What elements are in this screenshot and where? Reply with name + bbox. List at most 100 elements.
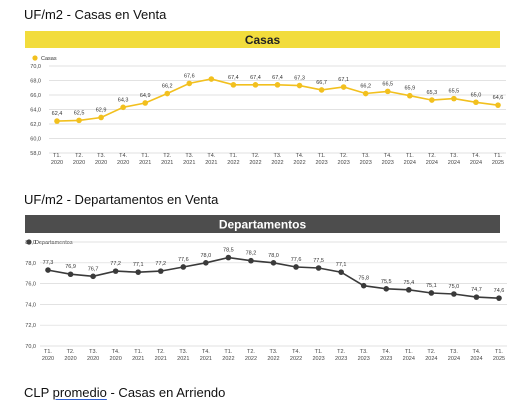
data-label: 75,0 [449,284,460,290]
x-tick-label: 2021 [161,160,173,164]
x-tick-label: T4. [472,153,480,159]
x-tick-label: T4. [382,349,390,355]
legend-marker [32,55,38,61]
x-tick-label: 2021 [205,160,217,164]
x-tick-label: 2021 [132,356,144,362]
x-tick-label: T2. [427,349,435,355]
x-tick-label: T2. [163,153,171,159]
data-label: 75,5 [381,279,392,285]
x-tick-label: T3. [360,349,368,355]
x-tick-label: 2020 [95,160,107,164]
x-tick-label: T2. [67,349,75,355]
x-tick-label: T1. [229,153,237,159]
chart-title-band [25,31,500,48]
data-point [473,294,480,300]
chart-title: Casas [245,33,281,47]
x-tick-label: 2024 [470,356,482,362]
x-tick-label: T1. [224,349,232,355]
x-tick-label: T2. [75,153,83,159]
data-label: 74,6 [494,288,505,294]
x-tick-label: 2020 [51,160,63,164]
x-tick-label: 2022 [290,356,302,362]
data-label: 67,4 [272,75,283,81]
data-point [203,260,209,266]
data-point [112,268,119,274]
x-tick-label: T1. [405,349,413,355]
x-tick-label: 2025 [493,356,505,362]
x-tick-label: 2023 [360,160,372,164]
x-tick-label: 2022 [249,160,261,164]
data-point [142,100,148,106]
data-label: 66,5 [382,81,393,87]
x-tick-label: T1. [494,153,502,159]
data-point [180,264,187,270]
x-tick-label: 2023 [380,356,392,362]
chart-title-band [25,215,500,233]
x-tick-label: T4. [384,153,392,159]
data-point [230,82,237,88]
data-label: 78,0 [268,253,279,259]
data-label: 75,8 [358,276,369,282]
x-tick-label: 2024 [425,356,437,362]
data-point [98,114,104,121]
x-tick-label: T4. [296,153,304,159]
data-point [473,99,479,106]
data-label: 77,1 [133,262,144,268]
data-point [252,82,259,88]
x-tick-label: 2021 [183,160,195,164]
data-point [120,104,126,111]
x-tick-label: T2. [337,349,345,355]
data-point [315,265,322,271]
promedio-link[interactable]: promedio [52,385,107,400]
x-tick-label: T3. [274,153,282,159]
y-tick-label: 66,0 [30,93,41,99]
x-tick-label: 2023 [312,356,324,362]
data-point [429,97,435,103]
data-point [274,82,281,88]
y-tick-label: 70,0 [25,344,36,350]
x-tick-label: T1. [318,153,326,159]
x-tick-label: 2022 [267,356,279,362]
data-label: 78,2 [246,251,257,257]
x-tick-label: T2. [428,153,436,159]
data-point [157,268,164,274]
x-tick-label: 2021 [155,356,167,362]
x-tick-label: 2023 [358,356,370,362]
departamentos-venta-heading: UF/m2 - Departamentos en Venta [24,192,219,207]
y-tick-label: 70,0 [30,64,41,70]
legend-label: Casas [41,56,57,62]
data-point [76,117,82,124]
x-tick-label: 2022 [222,356,234,362]
data-label: 64,3 [118,97,129,103]
x-tick-label: 2020 [117,160,129,164]
x-tick-label: T4. [472,349,480,355]
data-point [225,254,232,261]
arriendo-heading: CLP promedio - Casas en Arriendo [24,385,225,400]
x-tick-label: T2. [340,153,348,159]
data-point [451,95,457,102]
casas-chart: Casas Casas 58,0 60,0 62,0 64,0 66,0 68,0 70,0 T1… [25,31,506,164]
x-tick-label: T3. [450,349,458,355]
data-point [67,271,74,278]
data-label: 67,3 [294,76,305,82]
data-point [54,118,60,124]
x-tick-label: 2023 [382,160,394,164]
data-label: 67,6 [184,73,195,79]
data-point [135,269,141,275]
data-point [428,290,435,296]
data-label: 77,2 [155,261,166,267]
x-tick-label: 2022 [245,356,257,362]
x-tick-label: T3. [362,153,370,159]
x-tick-label: T1. [406,153,414,159]
x-tick-label: T3. [450,153,458,159]
y-tick-label: 74,0 [25,302,36,308]
x-tick-label: T2. [251,153,259,159]
x-tick-label: 2021 [177,356,189,362]
data-label: 65,3 [426,90,437,96]
x-tick-label: T2. [157,349,165,355]
data-label: 62,9 [96,107,107,113]
y-tick-label: 78,0 [25,261,36,267]
data-label: 77,1 [336,262,347,268]
x-tick-label: T1. [134,349,142,355]
x-tick-label: 2024 [404,160,416,164]
